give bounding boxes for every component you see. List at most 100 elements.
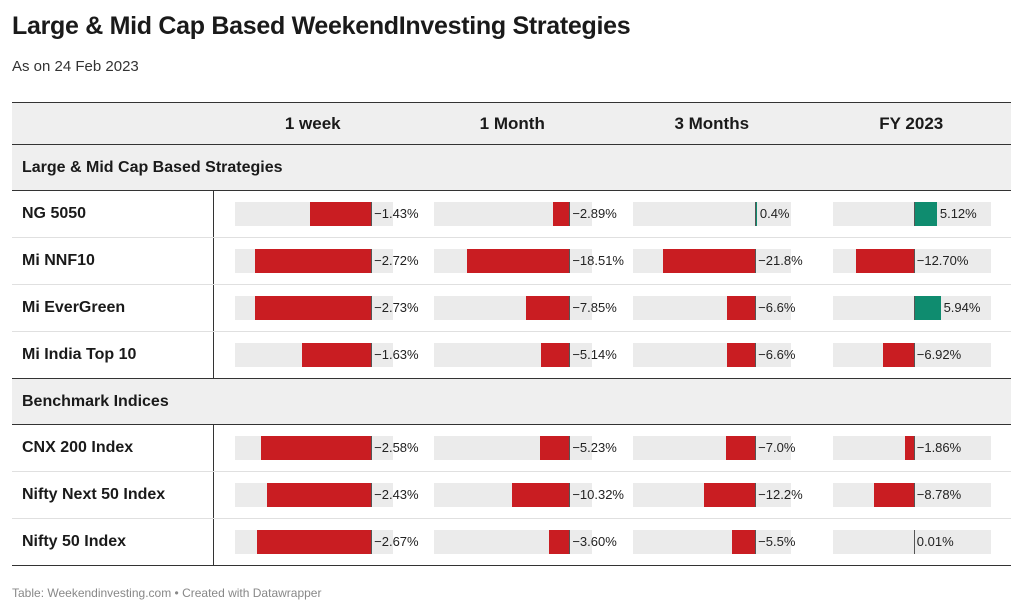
row-label: Mi India Top 10	[12, 331, 214, 379]
chart-footer: Table: Weekendinvesting.com • Created wi…	[12, 586, 322, 600]
data-label: −12.2%	[758, 487, 803, 502]
value-cell: −7.0%	[612, 424, 812, 472]
bar-track: −10.32%	[433, 483, 624, 507]
data-label: −3.60%	[572, 534, 617, 549]
bar-track: −1.63%	[234, 343, 419, 367]
value-cell: −12.2%	[612, 471, 812, 519]
bar-track: −2.72%	[234, 249, 419, 273]
zero-line	[755, 530, 757, 554]
zero-line	[569, 296, 571, 320]
value-cell: −8.78%	[811, 471, 1011, 519]
group-row: Benchmark Indices	[12, 378, 1011, 425]
zero-line	[371, 202, 373, 226]
table-row: CNX 200 Index −2.58% −5.23% −7.0% −1.86%	[12, 424, 1011, 472]
bar-track: −12.2%	[633, 483, 803, 507]
bar	[913, 202, 937, 226]
data-label: −6.6%	[758, 347, 796, 362]
data-label: −5.23%	[572, 440, 617, 455]
bar	[913, 296, 941, 320]
zero-line	[569, 483, 571, 507]
zero-line	[913, 296, 915, 320]
zero-line	[371, 296, 373, 320]
zero-line	[371, 483, 373, 507]
data-label: −18.51%	[572, 253, 624, 268]
data-label: −7.85%	[572, 300, 617, 315]
bar-track: −3.60%	[433, 530, 617, 554]
data-label: −5.14%	[572, 347, 617, 362]
zero-line	[755, 202, 757, 226]
row-label: Mi EverGreen	[12, 284, 214, 332]
row-label: NG 5050	[12, 190, 214, 238]
bar-track: −18.51%	[433, 249, 624, 273]
bar-track: 0.01%	[832, 530, 991, 554]
row-label: Mi NNF10	[12, 237, 214, 285]
row-label: Nifty Next 50 Index	[12, 471, 214, 519]
chart-subtitle: As on 24 Feb 2023	[12, 58, 139, 75]
bar	[310, 202, 372, 226]
zero-line	[569, 343, 571, 367]
zero-line	[569, 436, 571, 460]
chart-title: Large & Mid Cap Based WeekendInvesting S…	[12, 12, 631, 40]
bar-track: −1.86%	[832, 436, 991, 460]
bar-track: −2.67%	[234, 530, 419, 554]
value-cell: −5.23%	[412, 424, 617, 472]
value-cell: 5.94%	[811, 284, 1011, 332]
bar	[549, 530, 570, 554]
data-label: −8.78%	[916, 487, 962, 502]
bar	[703, 483, 756, 507]
bar	[725, 436, 756, 460]
zero-line	[913, 343, 915, 367]
header-row: 1 week 1 Month 3 Months FY 2023	[12, 102, 1011, 145]
value-cell: −6.6%	[612, 331, 812, 379]
value-cell: −1.63%	[213, 331, 419, 379]
zero-line	[913, 202, 915, 226]
group-label: Large & Mid Cap Based Strategies	[12, 144, 1011, 191]
data-label: −6.6%	[758, 300, 796, 315]
bar	[882, 343, 914, 367]
group-label: Benchmark Indices	[12, 378, 1011, 425]
value-cell: −1.86%	[811, 424, 1011, 472]
bar-track: 5.94%	[832, 296, 991, 320]
bar	[260, 436, 372, 460]
bar	[663, 249, 756, 273]
bar	[257, 530, 372, 554]
value-cell: −2.43%	[213, 471, 419, 519]
bar	[254, 249, 372, 273]
value-cell: −7.85%	[412, 284, 617, 332]
zero-line	[371, 436, 373, 460]
bar-track: 5.12%	[832, 202, 991, 226]
bar	[525, 296, 570, 320]
zero-line	[755, 483, 757, 507]
data-label: −1.63%	[374, 347, 419, 362]
value-cell: −3.60%	[412, 518, 617, 566]
data-label: −2.73%	[374, 300, 419, 315]
value-cell: −21.8%	[612, 237, 812, 285]
bar-track: −6.92%	[832, 343, 991, 367]
table-row: Mi NNF10 −2.72% −18.51% −21.8% −12.70%	[12, 237, 1011, 285]
bar-track: −6.6%	[633, 296, 795, 320]
group-row: Large & Mid Cap Based Strategies	[12, 144, 1011, 191]
zero-line	[569, 530, 571, 554]
data-label: −10.32%	[572, 487, 624, 502]
value-cell: −10.32%	[412, 471, 624, 519]
zero-line	[371, 249, 373, 273]
table-row: NG 5050 −1.43% −2.89% 0.4% 5.12%	[12, 190, 1011, 238]
bar	[540, 343, 570, 367]
bar-track: −6.6%	[633, 343, 795, 367]
data-label: −12.70%	[916, 253, 969, 268]
table-row: Nifty 50 Index −2.67% −3.60% −5.5% 0.01%	[12, 518, 1011, 566]
bar-track: −12.70%	[832, 249, 991, 273]
bar	[254, 296, 372, 320]
bar	[267, 483, 372, 507]
bar	[301, 343, 372, 367]
bar	[727, 296, 756, 320]
data-label: −2.67%	[374, 534, 419, 549]
value-cell: −6.92%	[811, 331, 1011, 379]
table-row: Mi EverGreen −2.73% −7.85% −6.6% 5.94%	[12, 284, 1011, 332]
value-cell: 0.01%	[811, 518, 1011, 566]
bar-track: −5.5%	[633, 530, 795, 554]
bar-track: 0.4%	[633, 202, 791, 226]
zero-line	[569, 249, 571, 273]
bar-track: −2.73%	[234, 296, 419, 320]
zero-line	[913, 483, 915, 507]
